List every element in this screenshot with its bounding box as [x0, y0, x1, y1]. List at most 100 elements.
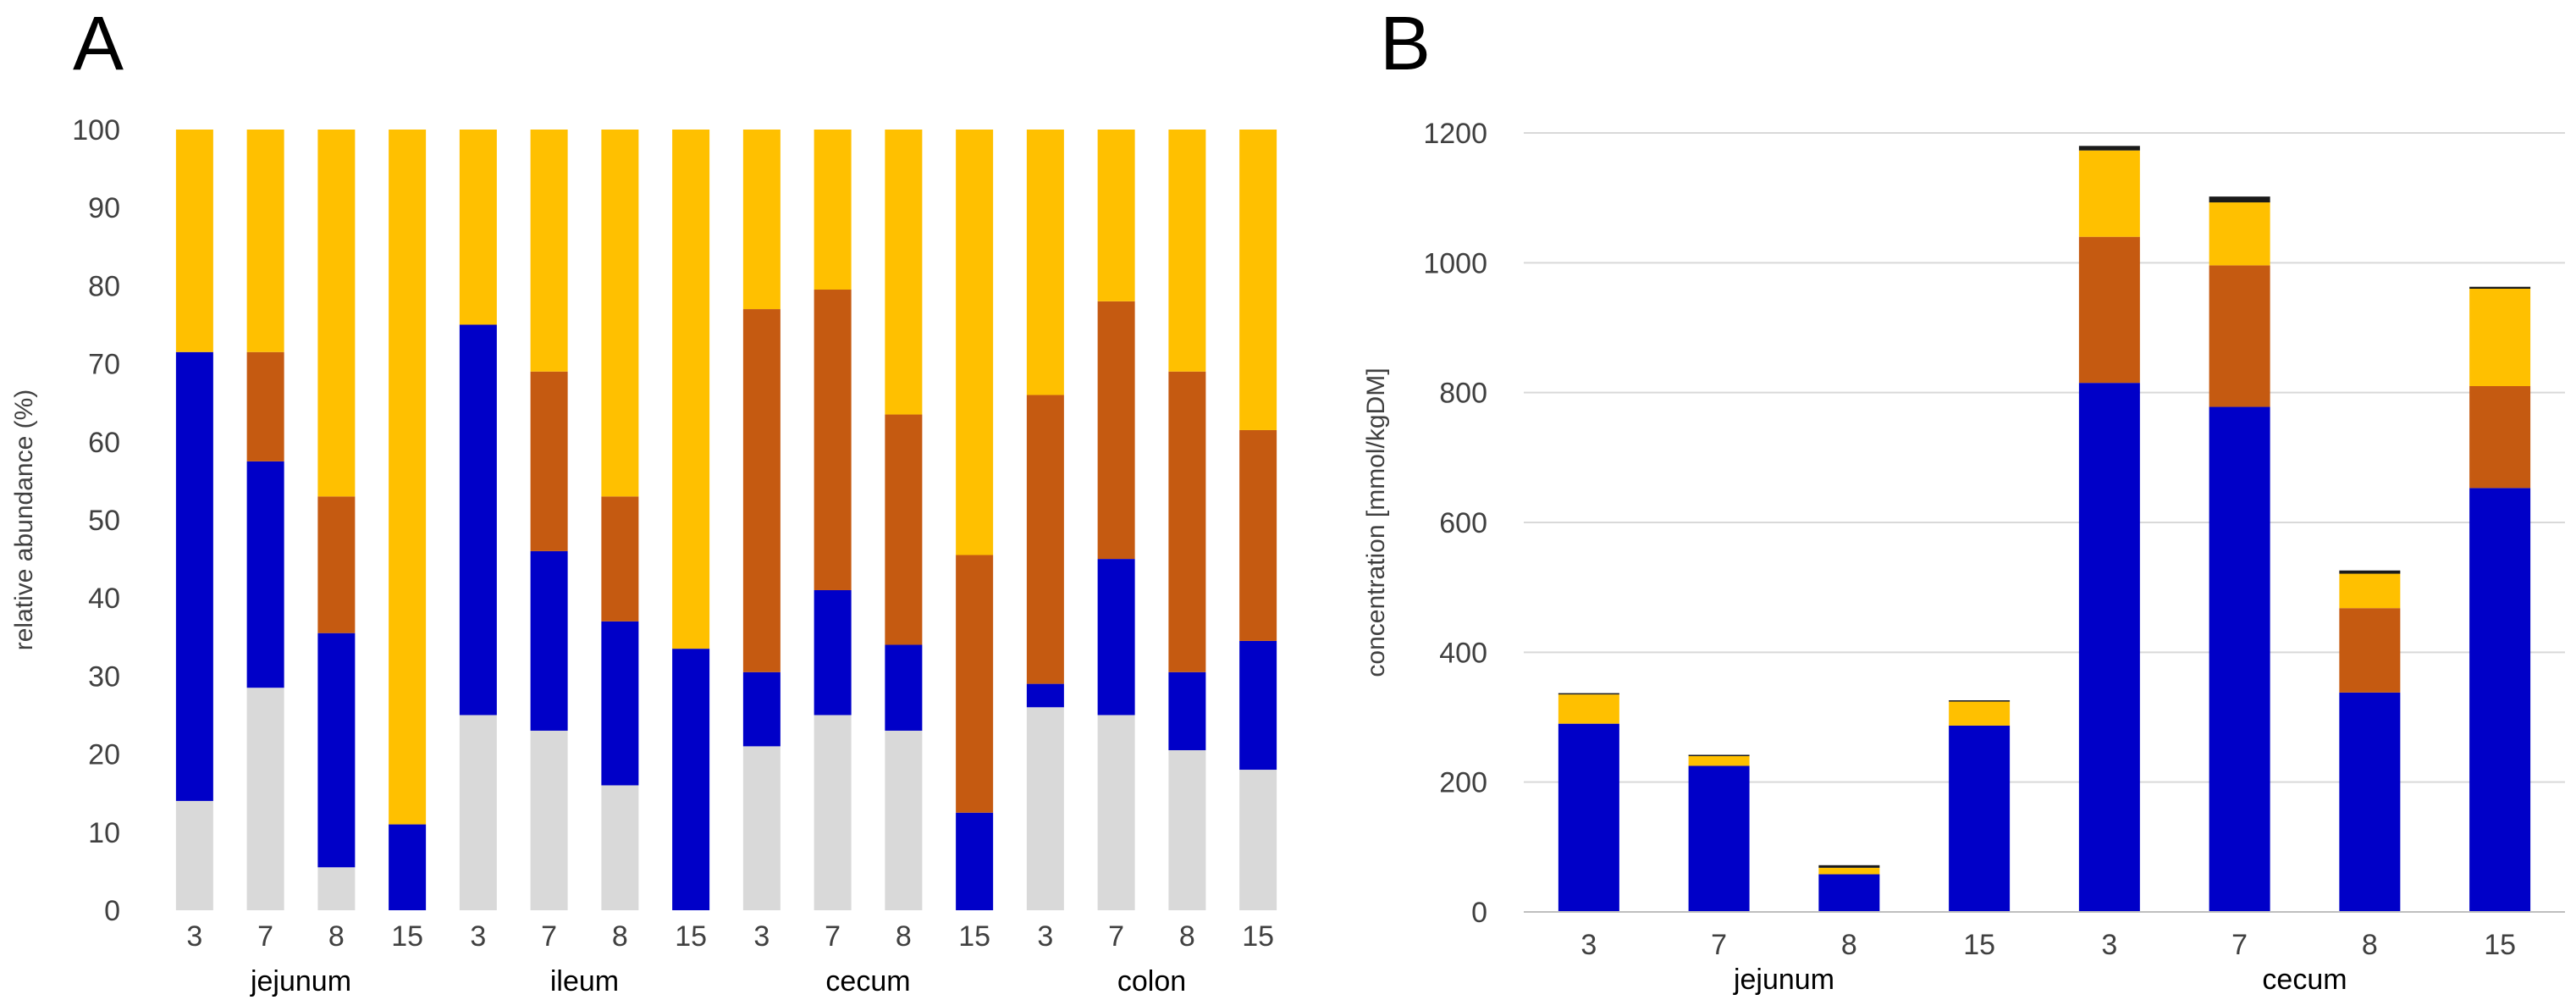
a-bar-segment-grey — [175, 800, 213, 910]
a-x-tick-label: 8 — [328, 920, 345, 953]
a-bar-segment-blue — [389, 824, 427, 910]
a-bar-segment-grey — [317, 867, 356, 910]
a-bar-segment-blue — [814, 589, 852, 715]
panel-a-y-axis-title: relative abundance (%) — [10, 390, 38, 651]
a-bar-segment-grey — [246, 688, 284, 910]
a-x-tick-label: 3 — [1037, 920, 1053, 953]
a-bar-segment-yellow — [530, 130, 568, 372]
b-bar-segment-brown — [2339, 608, 2401, 693]
a-x-tick-label: 7 — [257, 920, 273, 953]
b-bar-segment-brown — [2469, 386, 2531, 489]
a-bar-segment-blue — [317, 633, 356, 868]
a-group-label: jejunum — [250, 965, 351, 997]
a-bar-segment-yellow — [175, 130, 213, 352]
a-bar-segment-grey — [814, 715, 852, 910]
b-bar-segment-yellow — [2469, 289, 2531, 386]
a-bar-segment-blue — [956, 812, 994, 910]
a-bar-segment-yellow — [672, 130, 710, 649]
panel-b-y-axis-title: concentration [mmol/kgDM] — [1362, 367, 1390, 677]
a-bar-segment-brown — [956, 555, 994, 813]
a-x-tick-label: 15 — [391, 920, 423, 953]
a-bar-segment-grey — [601, 785, 639, 910]
b-x-tick-label: 7 — [2231, 929, 2248, 961]
a-x-tick-label: 7 — [825, 920, 841, 953]
a-bar-segment-brown — [317, 496, 356, 633]
a-bar-segment-blue — [530, 550, 568, 731]
b-bar-segment-yellow — [2339, 573, 2401, 609]
b-bar-segment-blue — [1688, 765, 1750, 912]
b-bar-segment-black — [2339, 570, 2401, 574]
b-x-tick-label: 8 — [2362, 929, 2378, 961]
a-bar-segment-yellow — [459, 130, 497, 325]
a-bar-segment-blue — [885, 644, 923, 731]
b-y-tick-label: 200 — [1439, 767, 1487, 799]
a-bar-segment-yellow — [885, 130, 923, 415]
a-bar-segment-yellow — [601, 130, 639, 497]
a-bar-segment-yellow — [1097, 130, 1135, 301]
b-bar-segment-black — [1558, 693, 1619, 695]
a-bar-segment-grey — [1168, 749, 1206, 910]
a-y-tick-label: 20 — [88, 739, 120, 771]
a-bar-segment-blue — [672, 649, 710, 910]
b-bar-segment-black — [2209, 196, 2270, 203]
a-y-tick-label: 60 — [88, 427, 120, 459]
b-bar-segment-blue — [2339, 692, 2401, 912]
b-group-label: jejunum — [1733, 964, 1834, 996]
a-bar-segment-blue — [601, 621, 639, 786]
a-x-tick-label: 15 — [958, 920, 990, 953]
a-bar-segment-brown — [814, 290, 852, 590]
b-bar-segment-yellow — [1688, 756, 1750, 766]
a-bar-segment-brown — [1168, 371, 1206, 672]
b-bar-segment-blue — [1818, 874, 1880, 912]
a-y-tick-label: 0 — [104, 895, 120, 927]
b-y-tick-label: 800 — [1439, 378, 1487, 410]
b-bar-segment-yellow — [1949, 701, 2011, 726]
panel-a-chart: A relative abundance (%) 0 10 20 30 40 50 60 70… — [10, 2, 1277, 997]
a-bar-segment-grey — [885, 730, 923, 910]
a-bar-segment-grey — [1239, 770, 1277, 910]
a-bar-segment-blue — [459, 324, 497, 715]
b-bar-segment-blue — [2469, 488, 2531, 912]
a-bar-segment-yellow — [1239, 130, 1277, 430]
a-y-tick-label: 80 — [88, 270, 120, 302]
panel-b-letter: B — [1380, 2, 1431, 86]
b-x-tick-label: 15 — [2484, 929, 2516, 961]
a-y-tick-label: 30 — [88, 660, 120, 693]
a-x-tick-label: 7 — [1108, 920, 1124, 953]
panel-b-chart: B concentration [mmol/kgDM] 0 200 400 600 80… — [1362, 2, 2565, 996]
a-x-tick-label: 3 — [753, 920, 769, 953]
a-bar-segment-brown — [1239, 429, 1277, 641]
a-bar-segment-blue — [1097, 559, 1135, 715]
b-x-tick-label: 3 — [1580, 929, 1597, 961]
panel-a-letter: A — [73, 2, 124, 86]
a-bar-segment-brown — [246, 351, 284, 461]
b-bar-segment-brown — [2078, 236, 2140, 384]
a-bar-segment-yellow — [814, 130, 852, 290]
a-y-tick-label: 90 — [88, 192, 120, 224]
b-bar-segment-black — [2078, 146, 2140, 151]
b-bar-segment-yellow — [1818, 867, 1880, 875]
b-bar-segment-black — [2469, 286, 2531, 289]
b-bar-segment-black — [1818, 865, 1880, 868]
b-bar-segment-blue — [1558, 723, 1619, 912]
a-y-tick-label: 50 — [88, 505, 120, 537]
a-bar-segment-yellow — [956, 130, 994, 555]
b-bar-segment-brown — [2209, 265, 2270, 407]
b-bar-segment-blue — [1949, 725, 2011, 912]
a-x-tick-label: 15 — [675, 920, 707, 953]
a-bar-segment-blue — [1168, 671, 1206, 750]
a-group-label: cecum — [825, 965, 910, 997]
a-bar-segment-grey — [530, 730, 568, 910]
a-bar-segment-yellow — [246, 130, 284, 352]
a-bar-segment-yellow — [742, 130, 781, 310]
a-x-tick-label: 8 — [1179, 920, 1195, 953]
a-x-tick-label: 15 — [1242, 920, 1274, 953]
a-bar-segment-grey — [1026, 707, 1064, 910]
a-y-tick-label: 40 — [88, 583, 120, 615]
a-bar-segment-yellow — [317, 130, 356, 497]
b-y-tick-label: 600 — [1439, 507, 1487, 539]
b-bar-segment-yellow — [2209, 202, 2270, 266]
a-bar-segment-yellow — [389, 130, 427, 825]
b-y-tick-label: 400 — [1439, 637, 1487, 669]
